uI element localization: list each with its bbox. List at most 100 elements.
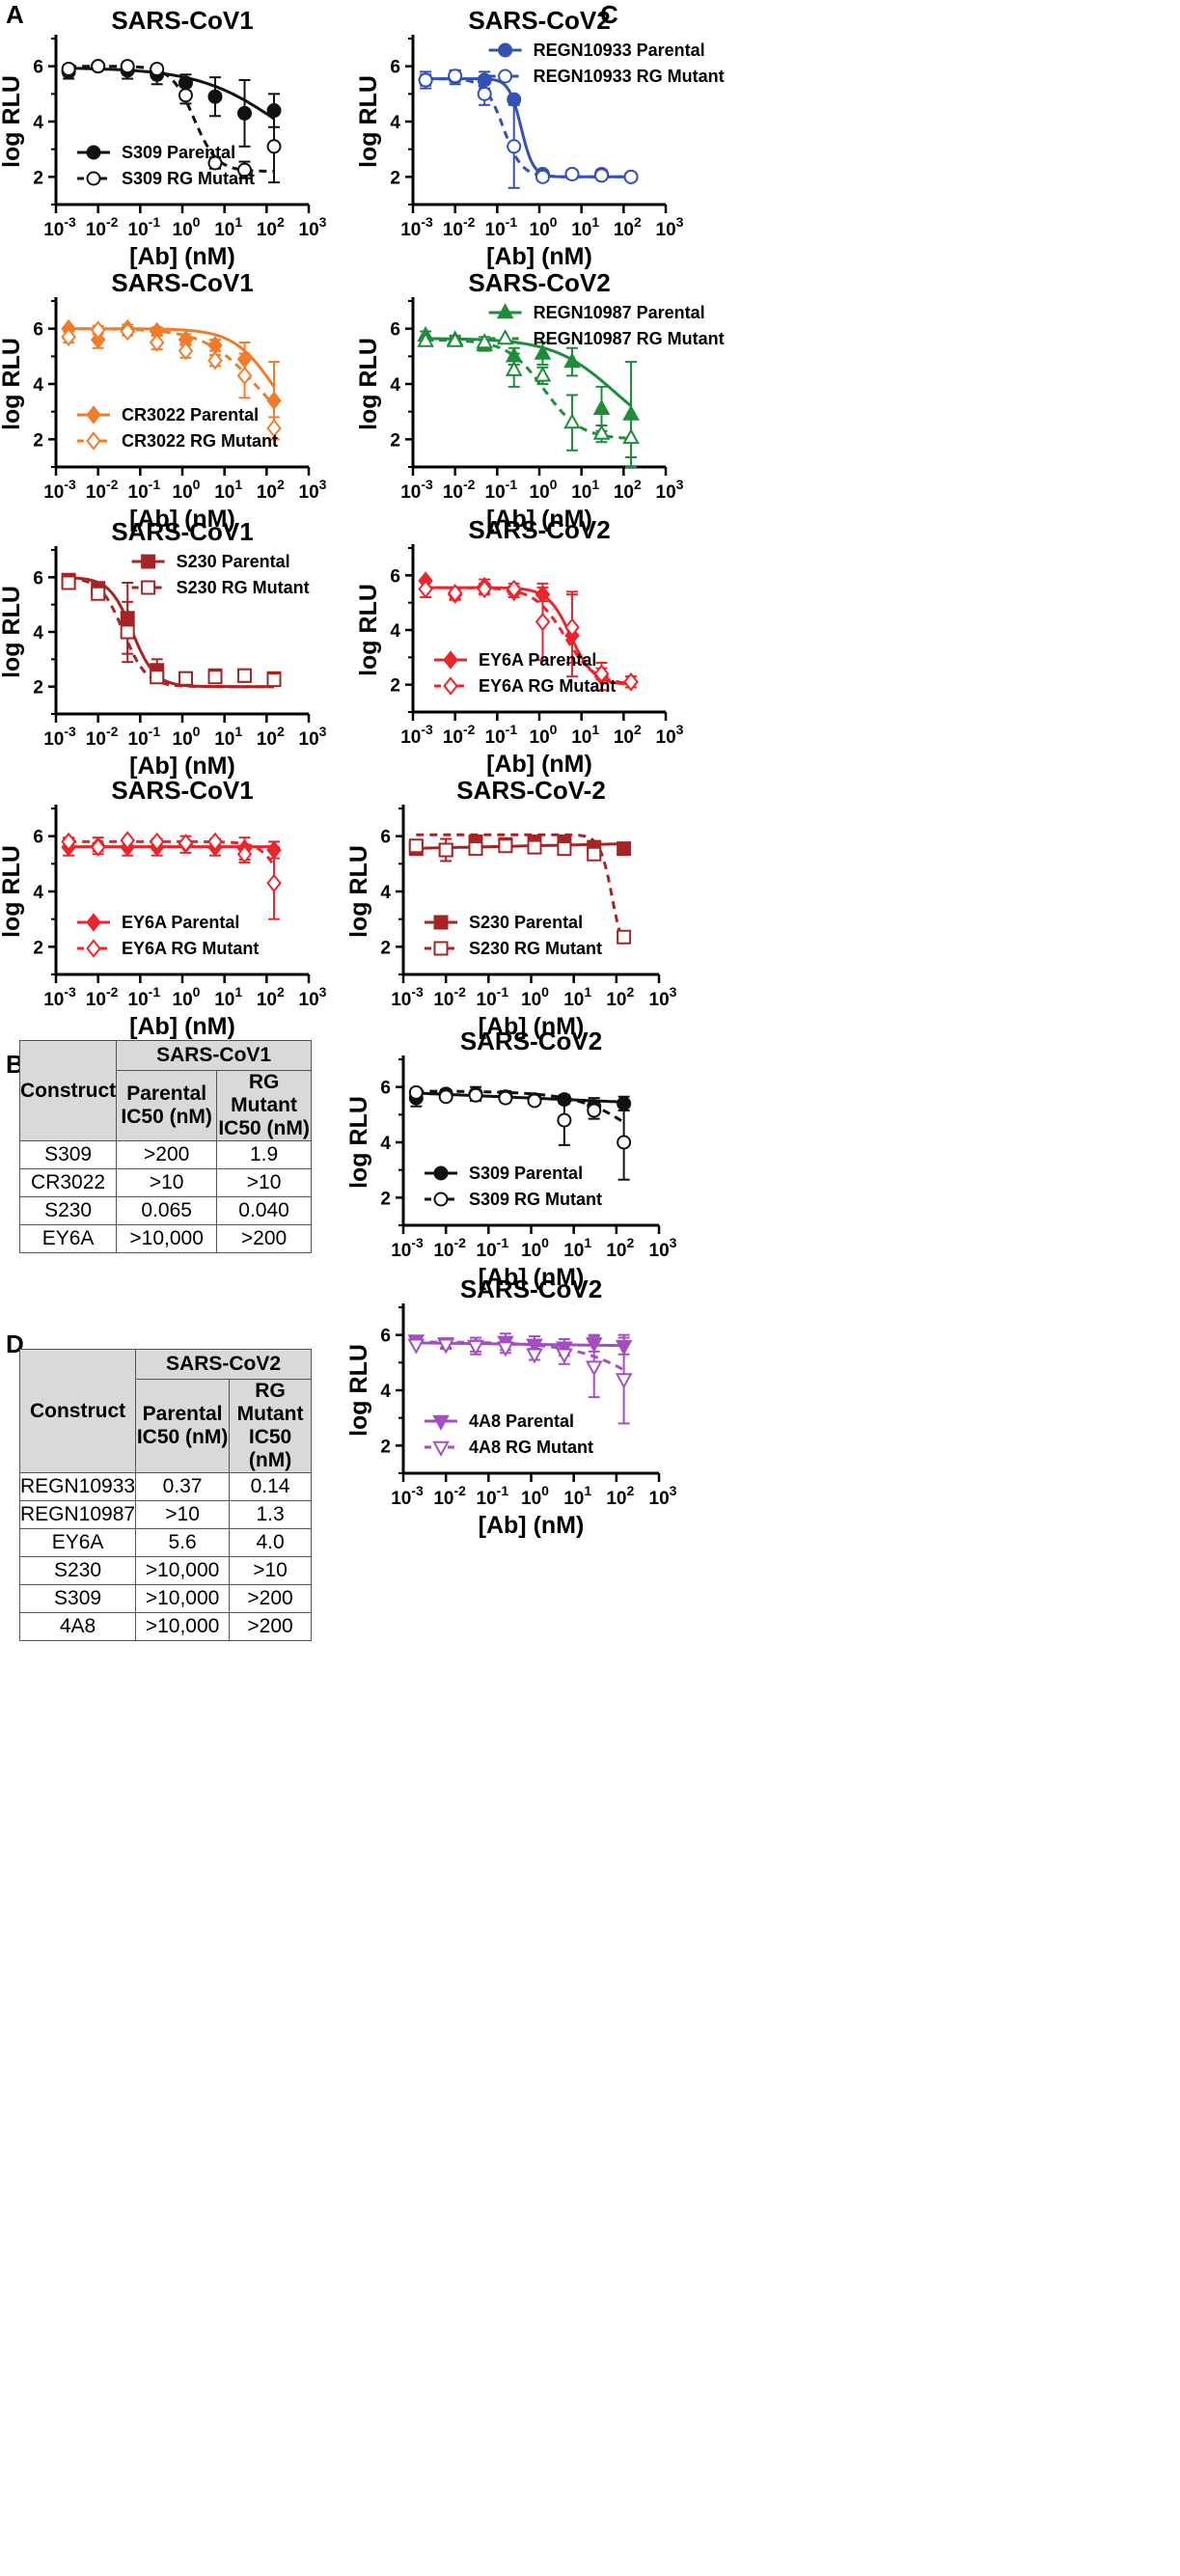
data-point: [615, 1373, 633, 1389]
data-point: [237, 105, 253, 121]
x-tick-exponent: -2: [454, 1483, 467, 1498]
legend-label: REGN10933 RG Mutant: [534, 67, 725, 86]
legend-marker: [86, 913, 101, 932]
data-point: [498, 1090, 513, 1106]
x-tick-exponent: 0: [193, 477, 201, 492]
legend-entry: REGN10933 Parental: [488, 41, 705, 60]
y-tick-label: 2: [33, 938, 43, 958]
x-axis-label: [Ab] (nM): [486, 506, 592, 533]
x-tick-label: 103: [299, 724, 327, 750]
y-axis-label: log RLU: [0, 338, 25, 430]
data-point: [437, 1338, 454, 1355]
x-tick-label: 10-3: [400, 722, 433, 748]
x-axis-label: [Ab] (nM): [486, 751, 592, 778]
table-group-header: SARS-CoV1: [116, 1040, 312, 1071]
x-tick-label: 10-3: [391, 1235, 424, 1261]
table-col-header: Parental IC50 (nM): [135, 1379, 231, 1473]
x-tick-exponent: 1: [591, 722, 599, 737]
x-tick-exponent: 3: [676, 477, 684, 492]
x-tick-exponent: -3: [411, 1235, 424, 1250]
y-tick-label: 6: [33, 828, 43, 848]
legend-entry: EY6A Parental: [77, 913, 239, 932]
table-row: REGN10933 0.37 0.14: [18, 1472, 312, 1501]
y-tick-label: 2: [380, 938, 391, 958]
data-point: [507, 92, 522, 107]
x-tick-label: 101: [214, 214, 242, 240]
data-point: [150, 62, 165, 77]
y-tick-label: 4: [33, 623, 43, 644]
data-point: [622, 428, 640, 445]
table-row: 4A8 >10,000 >200: [18, 1612, 312, 1641]
x-tick-exponent: 0: [541, 984, 549, 1000]
chart-title: SARS-CoV1: [111, 6, 253, 35]
legend-marker: [432, 1440, 450, 1457]
y-axis-label: log RLU: [0, 75, 25, 168]
x-tick-label: 100: [173, 477, 201, 503]
data-point: [534, 366, 552, 382]
data-point: [498, 838, 513, 854]
x-tick-exponent: -3: [64, 724, 76, 739]
x-tick-label: 101: [571, 722, 599, 748]
series-parental: [418, 69, 639, 184]
data-point: [236, 844, 253, 863]
x-tick-label: 101: [214, 984, 242, 1010]
legend-marker: [86, 939, 101, 958]
x-tick-exponent: -2: [463, 477, 476, 492]
data-point: [557, 1112, 572, 1128]
x-tick-label: 100: [173, 214, 201, 240]
x-tick-label: 10-1: [128, 984, 161, 1010]
legend-label: EY6A Parental: [479, 650, 596, 670]
x-tick-exponent: 0: [193, 214, 201, 230]
data-point: [526, 1348, 543, 1364]
y-tick-label: 4: [380, 1382, 391, 1402]
x-tick-label: 10-2: [443, 722, 476, 748]
x-tick-exponent: 3: [319, 214, 327, 230]
data-point: [178, 834, 194, 853]
x-tick-exponent: -2: [106, 214, 119, 230]
table-group-header: SARS-CoV2: [135, 1349, 312, 1380]
data-point: [587, 1103, 602, 1118]
fit-curve: [425, 337, 632, 407]
y-axis-label: log RLU: [355, 584, 382, 676]
data-point: [408, 1084, 424, 1100]
y-tick-label: 2: [390, 430, 400, 451]
x-tick-exponent: -1: [497, 1483, 509, 1498]
x-tick-exponent: 3: [676, 214, 684, 230]
y-tick-label: 6: [380, 1327, 391, 1347]
data-point: [149, 333, 165, 352]
data-point: [497, 1341, 514, 1357]
x-tick-label: 10-1: [128, 214, 161, 240]
data-point: [563, 352, 581, 369]
y-tick-label: 2: [390, 676, 400, 697]
x-tick-exponent: 2: [277, 724, 285, 739]
legend-marker: [498, 69, 513, 84]
data-point: [564, 166, 580, 181]
y-tick-label: 4: [380, 883, 391, 903]
x-tick-exponent: 0: [541, 1235, 549, 1250]
legend-label: S309 Parental: [122, 143, 235, 162]
data-point: [417, 331, 434, 347]
x-tick-exponent: 3: [670, 1235, 677, 1250]
x-tick-label: 10-1: [477, 1235, 509, 1261]
x-tick-exponent: 1: [234, 477, 242, 492]
x-tick-exponent: -1: [506, 214, 518, 230]
table-row: S230 >10,000 >10: [18, 1556, 312, 1585]
data-point: [594, 168, 610, 183]
x-tick-exponent: 3: [676, 722, 684, 737]
y-axis-label: log RLU: [355, 75, 382, 168]
data-point: [178, 341, 194, 361]
legend-entry: S309 Parental: [77, 143, 235, 162]
data-point: [448, 69, 463, 84]
series-rg-mutant: [408, 1084, 632, 1181]
legend-marker: [432, 1414, 450, 1431]
legend-marker: [433, 1192, 449, 1207]
x-tick-exponent: -3: [64, 214, 76, 230]
legend-entry: CR3022 RG Mutant: [77, 431, 278, 451]
x-tick-exponent: -1: [497, 984, 509, 1000]
data-point: [407, 1338, 425, 1355]
